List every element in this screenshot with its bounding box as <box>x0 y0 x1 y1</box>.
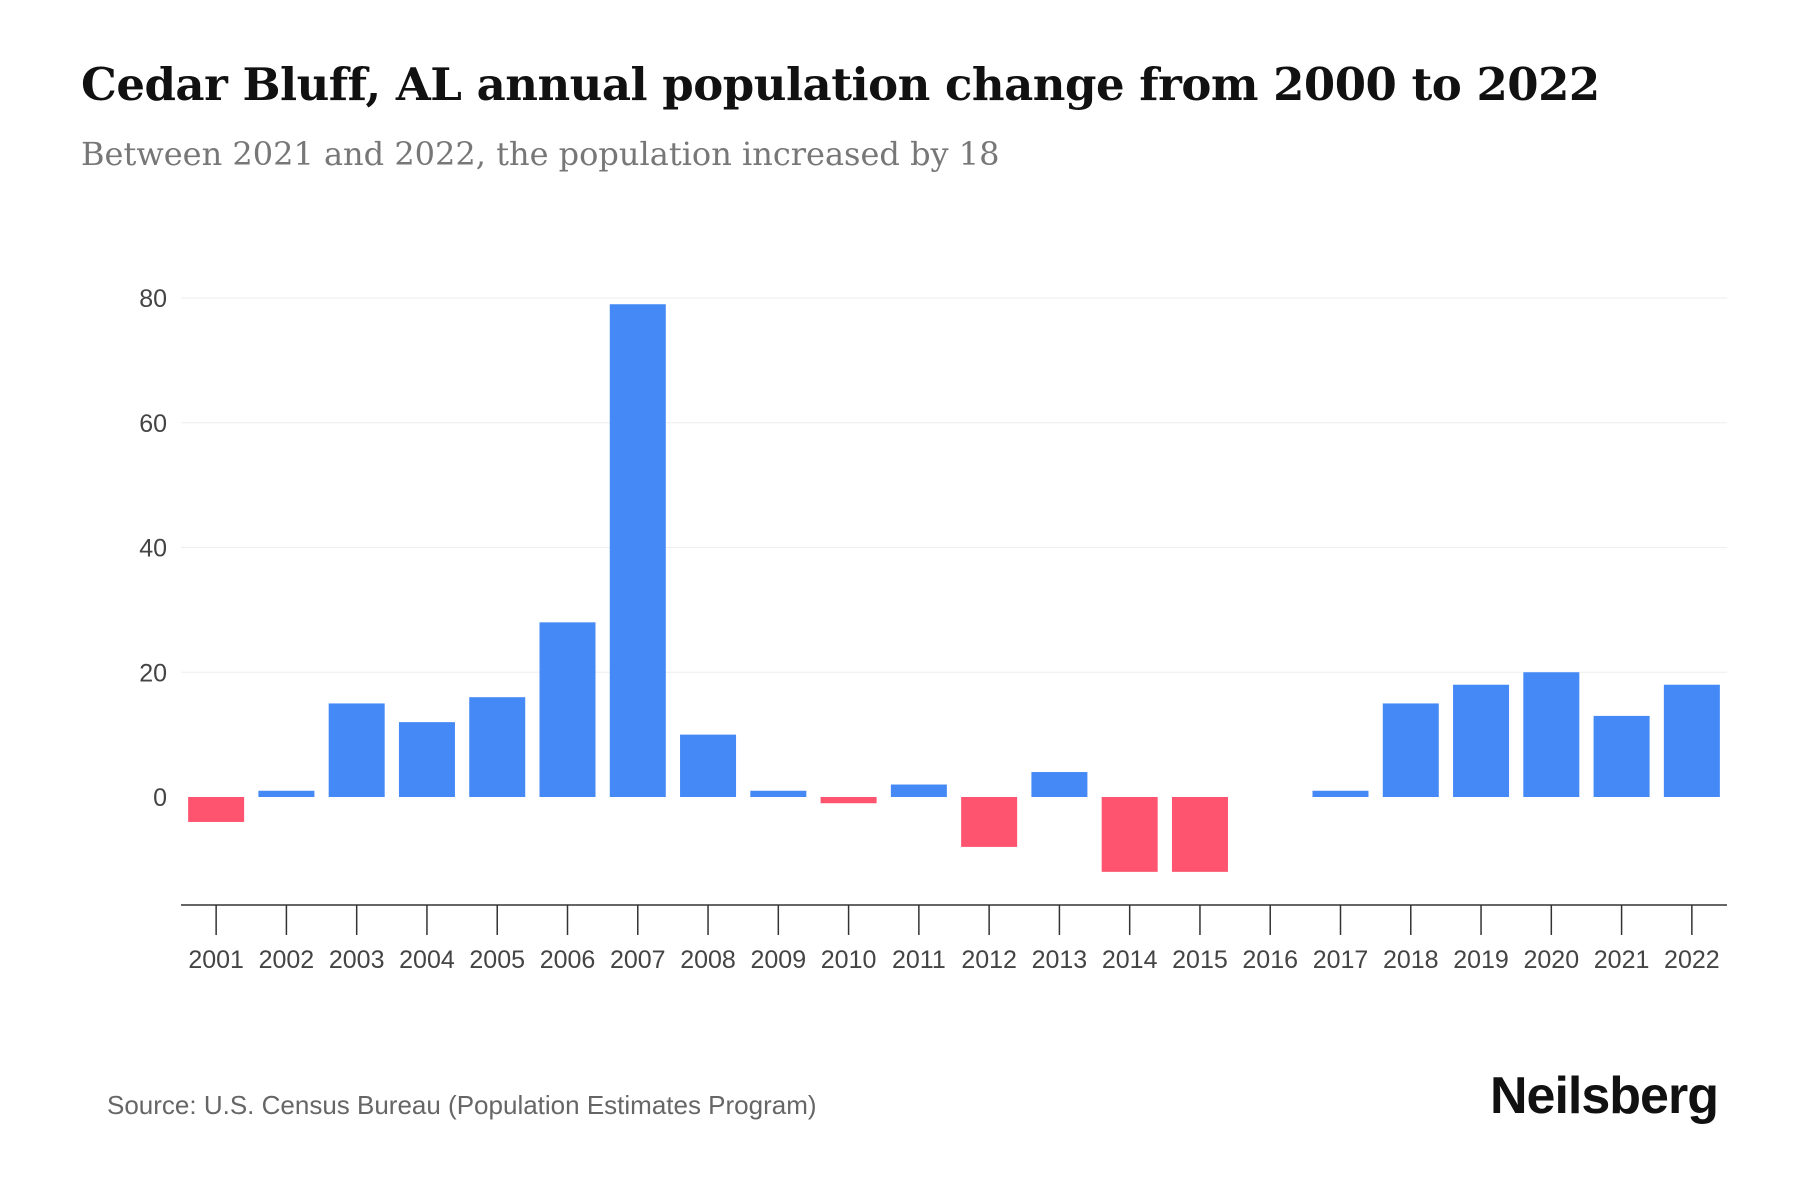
x-tick-label: 2001 <box>188 946 244 974</box>
x-tick-label: 2015 <box>1172 946 1228 974</box>
bar-2004 <box>398 722 455 797</box>
x-tick-label: 2014 <box>1102 946 1158 974</box>
x-tick-label: 2017 <box>1313 946 1369 974</box>
bar-2006 <box>539 622 596 797</box>
bar-2014 <box>1101 797 1158 872</box>
bar-2021 <box>1593 715 1650 797</box>
x-tick-label: 2005 <box>469 946 525 974</box>
y-tick-label: 60 <box>139 410 167 438</box>
bar-2008 <box>680 734 737 797</box>
y-tick-label: 40 <box>139 535 167 563</box>
x-tick-label: 2020 <box>1524 946 1580 974</box>
bar-2017 <box>1312 790 1369 797</box>
bar-2012 <box>961 797 1018 847</box>
x-tick-label: 2007 <box>610 946 666 974</box>
x-tick-label: 2006 <box>540 946 596 974</box>
bar-2005 <box>469 697 526 797</box>
bar-2019 <box>1453 684 1510 797</box>
x-tick-label: 2003 <box>329 946 385 974</box>
x-tick-label: 2018 <box>1383 946 1439 974</box>
x-tick-label: 2022 <box>1664 946 1720 974</box>
bar-2022 <box>1663 684 1720 797</box>
x-tick-label: 2004 <box>399 946 455 974</box>
bar-2001 <box>188 797 245 822</box>
x-tick-label: 2002 <box>259 946 315 974</box>
bar-2015 <box>1171 797 1228 872</box>
x-tick-label: 2019 <box>1453 946 1509 974</box>
y-tick-label: 80 <box>139 285 167 313</box>
chart-title: Cedar Bluff, AL annual population change… <box>81 58 1600 111</box>
source-note: Source: U.S. Census Bureau (Population E… <box>107 1090 817 1120</box>
x-tick-label: 2016 <box>1242 946 1298 974</box>
bar-2002 <box>258 790 315 797</box>
y-tick-label: 0 <box>153 784 167 812</box>
bar-2020 <box>1523 672 1580 797</box>
bar-2011 <box>890 784 947 797</box>
x-tick-label: 2013 <box>1032 946 1088 974</box>
bar-2009 <box>750 790 807 797</box>
bar-2013 <box>1031 772 1088 797</box>
chart-subtitle: Between 2021 and 2022, the population in… <box>81 135 1000 173</box>
x-tick-label: 2008 <box>680 946 736 974</box>
bar-2003 <box>328 703 385 797</box>
y-tick-label: 20 <box>139 659 167 687</box>
x-tick-label: 2009 <box>751 946 807 974</box>
x-tick-label: 2012 <box>961 946 1017 974</box>
bar-2007 <box>609 304 666 797</box>
bar-2018 <box>1382 703 1439 797</box>
x-tick-label: 2011 <box>892 946 946 974</box>
bar-2010 <box>820 797 877 804</box>
x-tick-label: 2021 <box>1594 946 1650 974</box>
x-tick-label: 2010 <box>821 946 877 974</box>
neilsberg-logo: Neilsberg <box>1490 1067 1719 1125</box>
